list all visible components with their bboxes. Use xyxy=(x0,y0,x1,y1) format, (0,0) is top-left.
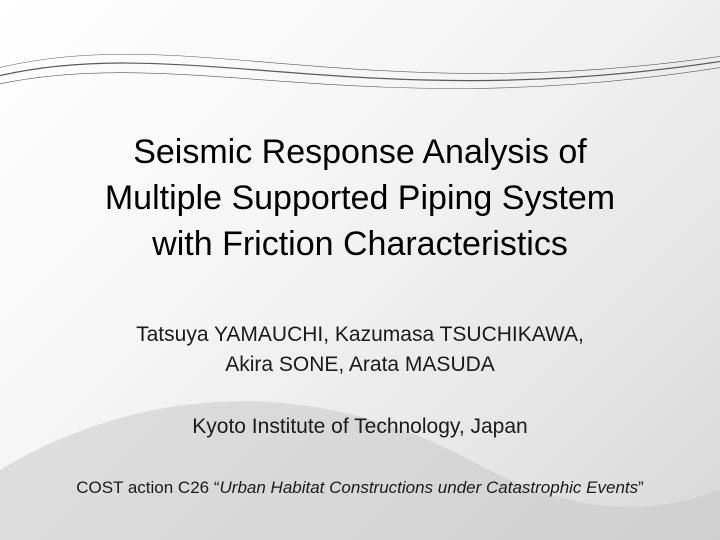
footer-prefix: COST action C26 xyxy=(76,478,214,497)
author-line-2: Akira SONE, Arata MASUDA xyxy=(225,353,495,376)
affiliation: Kyoto Institute of Technology, Japan xyxy=(40,415,680,439)
footer-line: COST action C26 “Urban Habitat Construct… xyxy=(40,478,680,498)
slide-title: Seismic Response Analysis of Multiple Su… xyxy=(40,130,680,268)
title-line-3: with Friction Characteristics xyxy=(152,225,568,263)
title-line-1: Seismic Response Analysis of xyxy=(133,133,587,171)
footer-subtitle: Urban Habitat Constructions under Catast… xyxy=(220,478,639,497)
title-line-2: Multiple Supported Piping System xyxy=(105,179,615,217)
footer-quote-close: ” xyxy=(638,478,644,497)
author-line-1: Tatsuya YAMAUCHI, Kazumasa TSUCHIKAWA, xyxy=(136,323,584,346)
top-decorative-curves xyxy=(0,0,720,120)
author-block: Tatsuya YAMAUCHI, Kazumasa TSUCHIKAWA, A… xyxy=(40,320,680,381)
